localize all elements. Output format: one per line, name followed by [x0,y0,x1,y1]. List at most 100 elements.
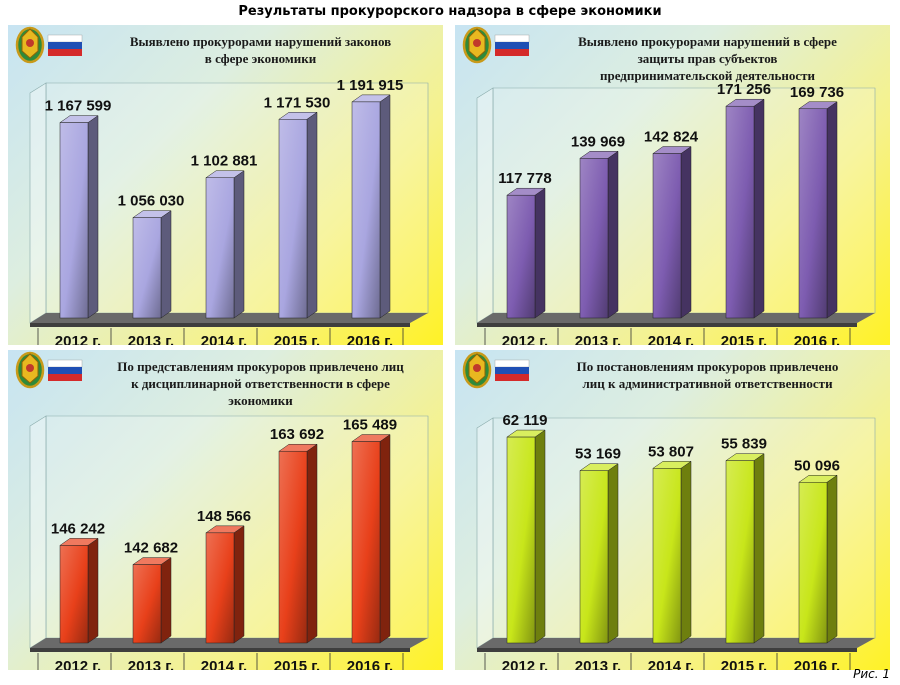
chart-side-wall [476,87,494,324]
x-tick-label: 2016 г. [794,333,840,345]
bar-front [351,441,381,644]
bar-front [278,450,308,644]
data-label: 165 489 [343,417,397,434]
x-tick-label: 2013 г. [128,333,174,345]
chart-panel-violations: Выявлено прокурорами нарушений законов в… [8,25,443,345]
bar-side [87,537,99,644]
data-label: 62 119 [502,412,547,429]
data-label: 139 969 [571,133,625,150]
bar-side [379,94,391,319]
x-tick-label: 2012 г. [55,658,101,670]
bar-side [233,170,245,319]
data-label: 163 692 [270,426,324,443]
bar [652,146,692,319]
bar-side [306,111,318,319]
bar [132,210,172,319]
bar [798,474,838,644]
bar-side [379,434,391,644]
data-label: 1 056 030 [118,193,185,210]
data-label: 1 102 881 [191,153,258,170]
bar-front [652,153,682,319]
bar-front [579,470,609,644]
bar [278,111,318,319]
prosecutor-emblem-icon [462,351,530,389]
bar [579,150,619,319]
chart-floor-edge [30,648,410,652]
chart-floor-edge [477,648,857,652]
prosecutor-emblem-icon [15,26,83,64]
chart-panel-business-rights: Выявлено прокурорами нарушений в сфере з… [455,25,890,345]
chart-side-wall [29,82,47,324]
chart-title: Выявлено прокурорами нарушений законов в… [129,34,392,66]
bar [205,170,245,319]
chart-floor-edge [30,323,410,327]
bar-side [753,98,765,319]
chart-floor-edge [477,323,857,327]
bar-side [680,460,692,644]
chart-title: По постановлениям прокуроров привлечено … [576,359,839,391]
bar-front [506,436,536,644]
x-tick-label: 2016 г. [347,658,393,670]
x-tick-label: 2015 г. [274,333,320,345]
bar [205,525,245,644]
bar [59,115,99,319]
x-tick-label: 2014 г. [201,333,247,345]
bar-front [278,119,308,319]
bar-front [205,532,235,644]
data-label: 142 824 [644,129,699,146]
bar-front [59,122,89,319]
bar-side [233,525,245,644]
bar [506,429,546,644]
bar [59,537,99,644]
bar-front [351,101,381,319]
x-tick-label: 2014 г. [648,333,694,345]
bar [132,557,172,644]
bar-front [579,158,609,319]
bar-front [205,177,235,319]
bar-front [798,482,828,644]
bar-front [132,564,162,644]
chart-title: Выявлено прокурорами нарушений в сфере з… [578,34,837,83]
bar-side [826,474,838,644]
data-label: 1 167 599 [45,98,112,115]
x-tick-label: 2013 г. [575,658,621,670]
bar-front [725,460,755,644]
bar [506,187,546,319]
bar-side [534,187,546,319]
data-label: 148 566 [197,508,251,525]
data-label: 53 169 [575,446,621,463]
prosecutor-emblem-icon [462,26,530,64]
bar [351,434,391,644]
data-label: 1 171 530 [264,94,331,111]
bar [351,94,391,319]
x-tick-label: 2012 г. [502,333,548,345]
data-label: 146 242 [51,520,105,537]
bar-front [132,217,162,319]
x-tick-label: 2016 г. [347,333,393,345]
bar-side [826,101,838,319]
chart-panel-disciplinary: По представлениям прокуроров привлечено … [8,350,443,670]
x-tick-label: 2013 г. [575,333,621,345]
bar-side [160,557,172,644]
figure-caption: Рис. 1 [853,667,890,681]
bar [652,460,692,644]
data-label: 1 191 915 [337,77,404,94]
bar-side [607,150,619,319]
chart-title: По представлениям прокуроров привлечено … [117,359,404,408]
bar-front [59,545,89,644]
bar [725,98,765,319]
data-label: 55 839 [721,436,767,453]
bar-chart-disciplinary: 146 242 2012 г. 142 682 2013 г. 148 566 2014 … [29,415,429,670]
bar-front [725,105,755,319]
bar [725,453,765,644]
bar-side [534,429,546,644]
bar-side [160,210,172,319]
data-label: 171 256 [717,81,771,98]
x-tick-label: 2015 г. [721,333,767,345]
x-tick-label: 2013 г. [128,658,174,670]
bar-side [607,463,619,644]
page-title: Результаты прокурорского надзора в сфере… [238,4,662,19]
bar [278,443,318,644]
bar-front [506,194,536,319]
x-tick-label: 2015 г. [274,658,320,670]
